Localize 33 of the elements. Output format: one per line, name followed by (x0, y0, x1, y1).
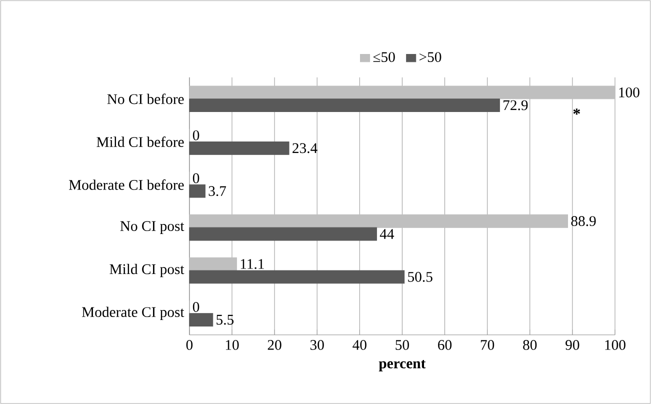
data-label: 0 (192, 130, 200, 140)
x-tick-label: 10 (226, 340, 239, 350)
x-tick-label: 100 (605, 340, 626, 350)
y-tick-label: Moderate CI post (82, 306, 184, 320)
x-tick-label: 60 (438, 340, 452, 350)
annotation: * (573, 108, 580, 115)
y-tick-label: Moderate CI before (68, 179, 184, 190)
x-tick-label: 80 (523, 340, 537, 350)
x-tick-label: 90 (566, 340, 580, 350)
data-label: 23.4 (292, 143, 318, 154)
data-label: 3.7 (208, 186, 226, 196)
y-tick-label: Mild CI post (110, 264, 184, 278)
data-label: 100 (619, 87, 640, 98)
legend-label: >50 (420, 52, 442, 62)
x-tick-label: 40 (352, 340, 366, 350)
data-label: 72.9 (504, 100, 528, 110)
data-label: 0 (192, 173, 200, 184)
data-label: 88.9 (571, 216, 596, 226)
y-tick-label: No CI post (120, 221, 184, 234)
data-label: 44 (380, 229, 394, 239)
x-tick-label: 70 (480, 340, 494, 350)
data-label: 11.1 (240, 259, 264, 269)
x-tick-label: 20 (268, 340, 282, 350)
data-label: 0 (192, 302, 200, 312)
legend-label: ≤50 (373, 52, 395, 62)
y-tick-label: No CI before (107, 94, 184, 104)
x-axis-title: percent (378, 360, 426, 372)
data-label: 50.5 (408, 272, 432, 282)
x-tick-label: 30 (310, 340, 324, 350)
x-tick-label: 0 (186, 340, 193, 350)
x-tick-label: 50 (396, 340, 409, 350)
data-label: 5.5 (216, 314, 234, 325)
y-tick-label: Mild CI before (96, 136, 184, 147)
